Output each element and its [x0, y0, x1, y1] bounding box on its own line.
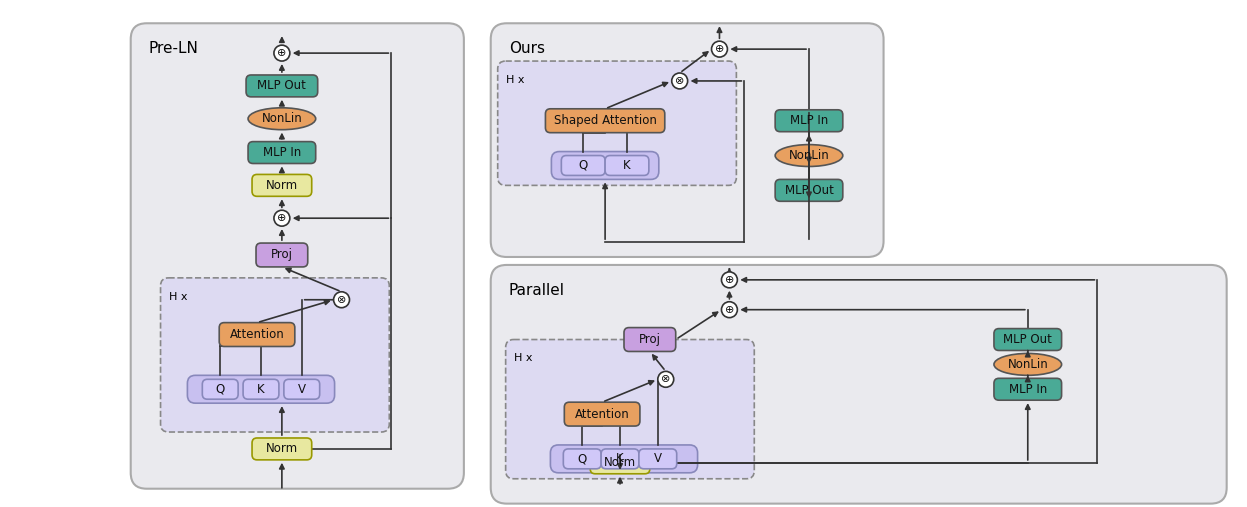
Text: K: K [257, 383, 264, 396]
Text: MLP Out: MLP Out [1004, 333, 1052, 346]
FancyBboxPatch shape [131, 23, 464, 489]
FancyBboxPatch shape [601, 449, 638, 469]
Circle shape [712, 41, 727, 57]
Text: ⊕: ⊕ [277, 48, 287, 58]
Circle shape [274, 45, 289, 61]
Text: MLP In: MLP In [1009, 383, 1047, 396]
Text: NonLin: NonLin [262, 112, 302, 125]
FancyBboxPatch shape [284, 379, 319, 399]
Text: Shaped Attention: Shaped Attention [554, 114, 656, 127]
FancyBboxPatch shape [219, 322, 294, 346]
Circle shape [722, 272, 737, 288]
Text: Proj: Proj [271, 248, 293, 262]
Circle shape [658, 371, 673, 387]
FancyBboxPatch shape [545, 109, 665, 133]
Text: Attention: Attention [575, 408, 630, 421]
Text: K: K [624, 159, 631, 172]
Text: MLP Out: MLP Out [784, 184, 833, 197]
Text: Norm: Norm [266, 179, 298, 192]
Text: Pre-LN: Pre-LN [148, 41, 198, 56]
Text: H x: H x [505, 75, 524, 85]
Circle shape [672, 73, 687, 89]
Text: ⊗: ⊗ [675, 76, 685, 86]
Text: Norm: Norm [266, 443, 298, 455]
FancyBboxPatch shape [550, 445, 697, 473]
FancyBboxPatch shape [561, 156, 605, 175]
FancyBboxPatch shape [491, 265, 1227, 503]
FancyBboxPatch shape [202, 379, 238, 399]
FancyBboxPatch shape [246, 75, 318, 97]
Circle shape [274, 210, 289, 226]
FancyBboxPatch shape [605, 156, 648, 175]
Text: ⊕: ⊕ [715, 44, 725, 54]
Text: MLP In: MLP In [789, 114, 828, 127]
Text: MLP Out: MLP Out [257, 80, 307, 92]
FancyBboxPatch shape [994, 378, 1061, 400]
Text: MLP In: MLP In [263, 146, 301, 159]
FancyBboxPatch shape [776, 110, 843, 132]
FancyBboxPatch shape [565, 402, 640, 426]
FancyBboxPatch shape [564, 449, 601, 469]
Text: Q: Q [577, 452, 587, 465]
Text: ⊕: ⊕ [725, 275, 734, 285]
FancyBboxPatch shape [256, 243, 308, 267]
Text: Parallel: Parallel [509, 283, 565, 298]
Text: ⊕: ⊕ [277, 213, 287, 223]
Text: ⊕: ⊕ [725, 305, 734, 315]
FancyBboxPatch shape [252, 438, 312, 460]
Ellipse shape [776, 144, 843, 166]
FancyBboxPatch shape [491, 23, 884, 257]
Text: K: K [616, 452, 624, 465]
Text: NonLin: NonLin [788, 149, 829, 162]
Text: Proj: Proj [638, 333, 661, 346]
Text: H x: H x [514, 353, 532, 364]
FancyBboxPatch shape [498, 61, 737, 186]
FancyBboxPatch shape [243, 379, 279, 399]
FancyBboxPatch shape [161, 278, 389, 432]
Text: ⊗: ⊗ [661, 374, 671, 384]
FancyBboxPatch shape [590, 452, 650, 474]
Text: Norm: Norm [604, 456, 636, 469]
Ellipse shape [994, 353, 1061, 375]
FancyBboxPatch shape [638, 449, 677, 469]
Text: V: V [653, 452, 662, 465]
FancyBboxPatch shape [776, 179, 843, 201]
Text: Q: Q [579, 159, 587, 172]
Text: V: V [298, 383, 306, 396]
FancyBboxPatch shape [994, 329, 1061, 350]
FancyBboxPatch shape [551, 152, 658, 179]
FancyBboxPatch shape [505, 340, 754, 479]
FancyBboxPatch shape [248, 141, 315, 163]
Circle shape [722, 302, 737, 318]
Text: Attention: Attention [229, 328, 284, 341]
FancyBboxPatch shape [187, 375, 334, 403]
Text: NonLin: NonLin [1008, 358, 1049, 371]
FancyBboxPatch shape [252, 174, 312, 196]
FancyBboxPatch shape [624, 328, 676, 351]
Ellipse shape [248, 108, 315, 130]
Text: Q: Q [216, 383, 224, 396]
Text: H x: H x [168, 292, 187, 302]
Text: ⊗: ⊗ [337, 295, 347, 305]
Text: Ours: Ours [509, 41, 545, 56]
Circle shape [334, 292, 349, 308]
